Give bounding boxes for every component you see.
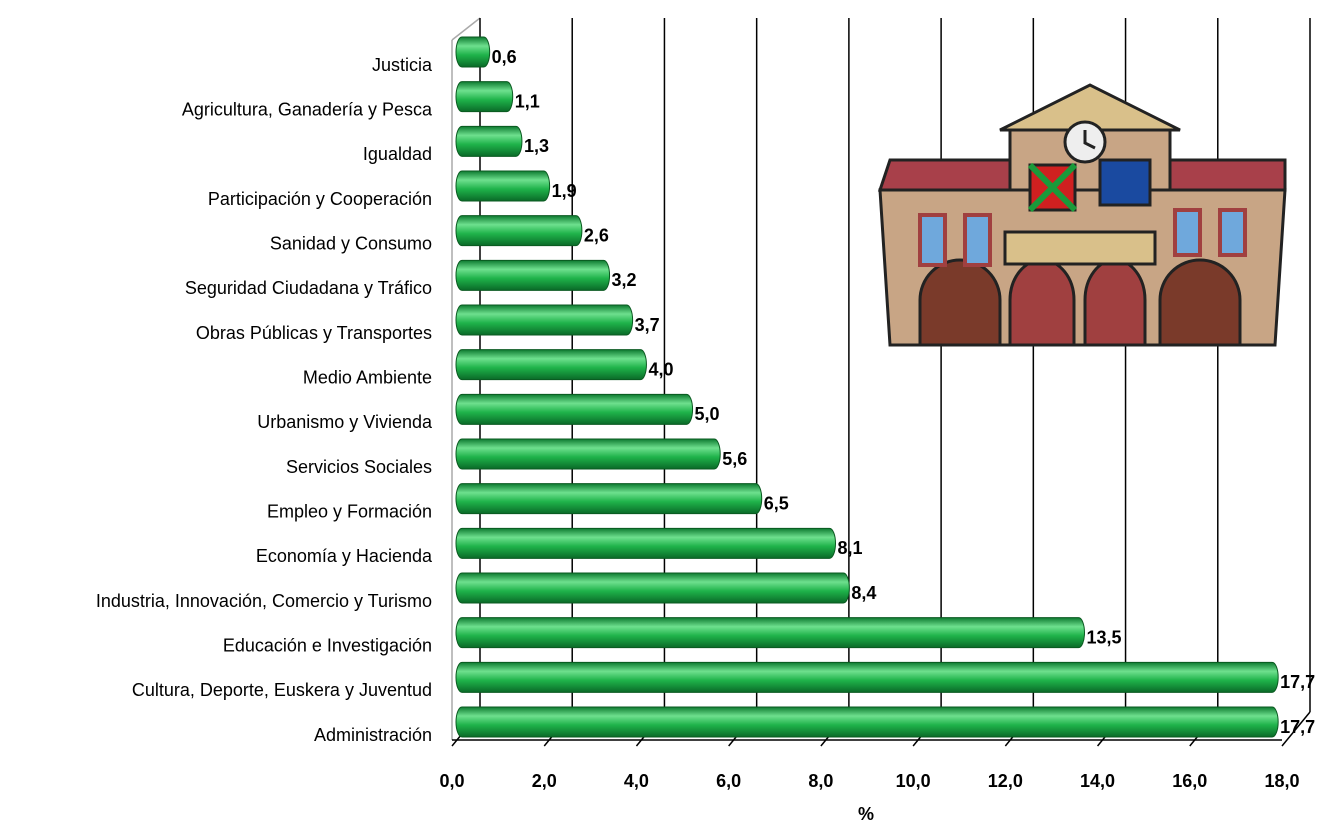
- y-tick-label: Cultura, Deporte, Euskera y Juventud: [132, 680, 432, 700]
- x-tick-label: 8,0: [808, 771, 833, 791]
- bar: [456, 350, 646, 380]
- y-tick-label: Administración: [314, 725, 432, 745]
- value-label: 5,0: [695, 404, 720, 424]
- x-tick-label: 6,0: [716, 771, 741, 791]
- value-label: 3,7: [635, 315, 660, 335]
- value-label: 1,9: [552, 181, 577, 201]
- x-tick-label: 12,0: [988, 771, 1023, 791]
- y-tick-label: Medio Ambiente: [303, 367, 432, 387]
- y-tick-label: Servicios Sociales: [286, 457, 432, 477]
- bar: [456, 126, 522, 156]
- chart: 0,0 2,0 4,0 6,0 8,0 10,0 12,0 14,0 16,0 18,0% Just…: [0, 0, 1339, 821]
- y-tick-label: Industria, Innovación, Comercio y Turism…: [96, 591, 432, 611]
- bar: [456, 216, 582, 246]
- bar: [456, 618, 1085, 648]
- value-label: 8,4: [851, 583, 876, 603]
- x-tick-label: 14,0: [1080, 771, 1115, 791]
- x-tick-label: 18,0: [1264, 771, 1299, 791]
- x-tick-label: 16,0: [1172, 771, 1207, 791]
- x-tick-label: 4,0: [624, 771, 649, 791]
- y-tick-label: Agricultura, Ganadería y Pesca: [182, 99, 433, 119]
- bar: [456, 707, 1278, 737]
- value-label: 2,6: [584, 225, 609, 245]
- y-tick-label: Empleo y Formación: [267, 501, 432, 521]
- bar: [456, 662, 1278, 692]
- y-tick-label: Educación e Investigación: [223, 635, 432, 655]
- y-tick-label: Economía y Hacienda: [256, 546, 433, 566]
- y-tick-label: Urbanismo y Vivienda: [257, 412, 433, 432]
- bar: [456, 260, 610, 290]
- y-tick-label: Justicia: [372, 55, 433, 75]
- y-tick-label: Sanidad y Consumo: [270, 233, 432, 253]
- bar: [456, 439, 720, 469]
- value-label: 4,0: [648, 359, 673, 379]
- bar: [456, 305, 633, 335]
- bar: [456, 37, 490, 67]
- value-label: 17,7: [1280, 672, 1315, 692]
- x-tick-label: 2,0: [532, 771, 557, 791]
- bar: [456, 573, 849, 603]
- x-axis-label: %: [858, 804, 874, 821]
- value-label: 17,7: [1280, 717, 1315, 737]
- value-label: 5,6: [722, 449, 747, 469]
- value-label: 8,1: [838, 538, 863, 558]
- bar: [456, 528, 836, 558]
- bar: [456, 484, 762, 514]
- y-tick-label: Igualdad: [363, 144, 432, 164]
- value-label: 6,5: [764, 493, 789, 513]
- y-tick-label: Obras Públicas y Transportes: [196, 323, 432, 343]
- y-tick-label: Participación y Cooperación: [208, 189, 432, 209]
- x-tick-label: 10,0: [896, 771, 931, 791]
- x-tick-label: 0,0: [439, 771, 464, 791]
- value-label: 0,6: [492, 47, 517, 67]
- value-label: 1,3: [524, 136, 549, 156]
- value-label: 3,2: [612, 270, 637, 290]
- bar: [456, 394, 693, 424]
- value-label: 13,5: [1087, 627, 1122, 647]
- bar: [456, 171, 550, 201]
- value-label: 1,1: [515, 91, 540, 111]
- bar: [456, 82, 513, 112]
- y-tick-label: Seguridad Ciudadana y Tráfico: [185, 278, 432, 298]
